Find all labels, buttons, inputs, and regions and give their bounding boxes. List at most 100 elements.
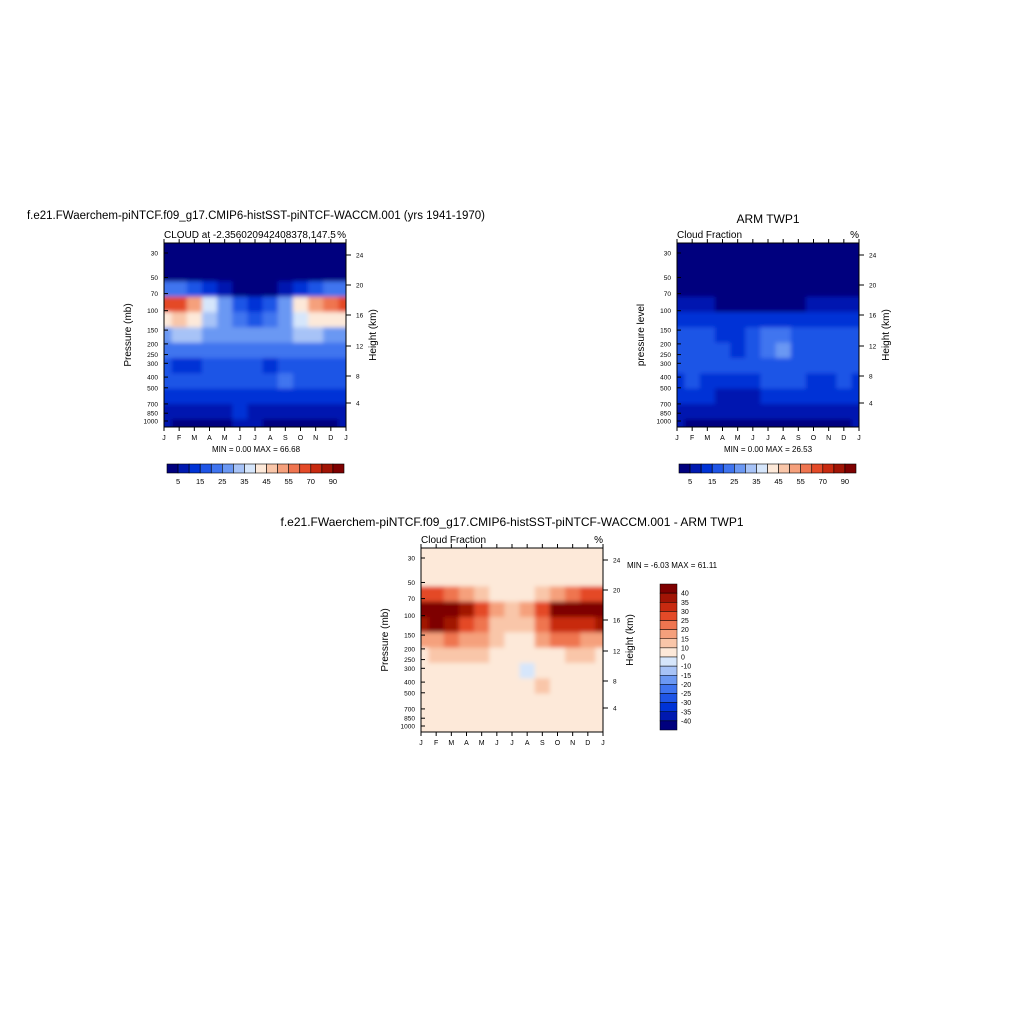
colorbar-label: 15 — [708, 477, 716, 486]
x-tick-label: J — [253, 435, 257, 442]
heatmap-cell — [534, 663, 551, 679]
y-tick-label-right: 12 — [356, 344, 364, 351]
heatmap-cell — [565, 571, 581, 587]
y-axis-label: Pressure (mb) — [380, 608, 391, 671]
heatmap-cell — [232, 404, 249, 420]
heatmap-cell — [186, 281, 203, 298]
heatmap-cell — [217, 250, 233, 267]
heatmap-cell — [534, 617, 551, 633]
x-tick-label: S — [283, 435, 288, 442]
heatmap-cell — [421, 586, 430, 603]
panel-left-label: Cloud Fraction — [421, 535, 486, 546]
colorbar-box — [659, 665, 678, 676]
heatmap-cell — [164, 266, 173, 282]
heatmap-cell — [247, 404, 264, 420]
heatmap-cell — [684, 388, 701, 405]
heatmap-cell — [565, 586, 581, 603]
heatmap-cell — [171, 358, 188, 374]
heatmap-cell — [292, 358, 309, 374]
colorbar-box — [266, 463, 278, 474]
heatmap-cell — [186, 243, 203, 252]
heatmap-cell — [323, 327, 340, 344]
heatmap-cell — [421, 693, 430, 710]
heatmap-cell — [677, 404, 686, 420]
heatmap-cell — [474, 586, 490, 603]
heatmap-cell — [262, 388, 279, 405]
heatmap-cell — [699, 342, 716, 359]
heatmap-cell — [677, 342, 686, 359]
min-max-label: MIN = 0.00 MAX = 26.53 — [724, 445, 813, 454]
colorbar-box — [678, 463, 691, 474]
x-tick-label: F — [690, 435, 694, 442]
y-tick-label-right: 16 — [356, 313, 364, 320]
heatmap-cell — [201, 296, 218, 313]
heatmap-cell — [292, 296, 309, 313]
heatmap-cell — [580, 632, 597, 649]
heatmap-cell — [775, 419, 792, 427]
heatmap-cell — [262, 266, 279, 282]
heatmap-cell — [699, 281, 716, 298]
y-tick-label: 1000 — [657, 419, 672, 426]
heatmap-cell — [851, 404, 859, 420]
panel-model: f.e21.FWaerchem-piNTCF.f09_g17.CMIP6-his… — [27, 210, 485, 486]
heatmap-cell — [519, 647, 536, 664]
heatmap-cell — [489, 548, 506, 557]
heatmap-cell — [338, 358, 346, 374]
colorbar-box — [833, 463, 846, 474]
y-axis-label: Pressure (mb) — [123, 303, 134, 366]
x-tick-label: J — [162, 435, 166, 442]
heatmap-cell — [474, 632, 490, 649]
colorbar-box — [659, 638, 678, 649]
heatmap-cell — [489, 724, 506, 732]
heatmap-cell — [595, 586, 603, 603]
colorbar-box — [659, 647, 678, 658]
heatmap-cell — [201, 419, 218, 427]
heatmap-cell — [677, 373, 686, 390]
heatmap-cell — [308, 342, 324, 359]
heatmap-cell — [217, 342, 233, 359]
heatmap-cell — [805, 296, 822, 313]
y-tick-label: 500 — [147, 385, 158, 392]
heatmap-cell — [428, 693, 445, 710]
heatmap-cell — [851, 419, 859, 427]
heatmap-cell — [595, 724, 603, 732]
heatmap-cell — [534, 678, 551, 695]
y-axis-label-right: Height (km) — [368, 309, 379, 361]
heatmap-cell — [760, 342, 777, 359]
heatmap-cell — [534, 571, 551, 587]
heatmap-cell — [730, 419, 746, 427]
x-tick-label: F — [434, 740, 438, 747]
heatmap-cell — [760, 296, 777, 313]
colorbar-label: -25 — [681, 691, 691, 698]
colorbar-label: 20 — [681, 627, 689, 634]
heatmap-cell — [504, 678, 521, 695]
heatmap-cell — [714, 404, 731, 420]
panel-right-label: % — [850, 230, 859, 241]
heatmap-cell — [247, 342, 264, 359]
heatmap-cell — [428, 571, 445, 587]
heatmap-cell — [217, 388, 233, 405]
heatmap-cell — [186, 419, 203, 427]
heatmap-cell — [232, 388, 249, 405]
x-tick-label: O — [298, 435, 304, 442]
heatmap-cell — [504, 617, 521, 633]
heatmap-cell — [277, 243, 294, 252]
y-tick-label: 400 — [660, 375, 671, 382]
heatmap-cell — [164, 373, 173, 390]
heatmap-cell — [323, 250, 340, 267]
heatmap-cell — [790, 243, 807, 252]
colorbar-box — [659, 592, 678, 603]
heatmap-cell — [164, 327, 173, 344]
heatmap-cell — [428, 709, 445, 725]
heatmap-cell — [595, 647, 603, 664]
heatmap-cell — [164, 404, 173, 420]
heatmap-cell — [186, 373, 203, 390]
colorbar-box — [277, 463, 289, 474]
heatmap-cell — [421, 632, 430, 649]
heatmap-cell — [745, 250, 762, 267]
y-tick-label: 250 — [147, 352, 158, 359]
heatmap-cell — [836, 327, 853, 344]
colorbar-box — [789, 463, 801, 474]
colorbar-box — [332, 463, 345, 474]
y-tick-label-right: 20 — [869, 283, 877, 290]
